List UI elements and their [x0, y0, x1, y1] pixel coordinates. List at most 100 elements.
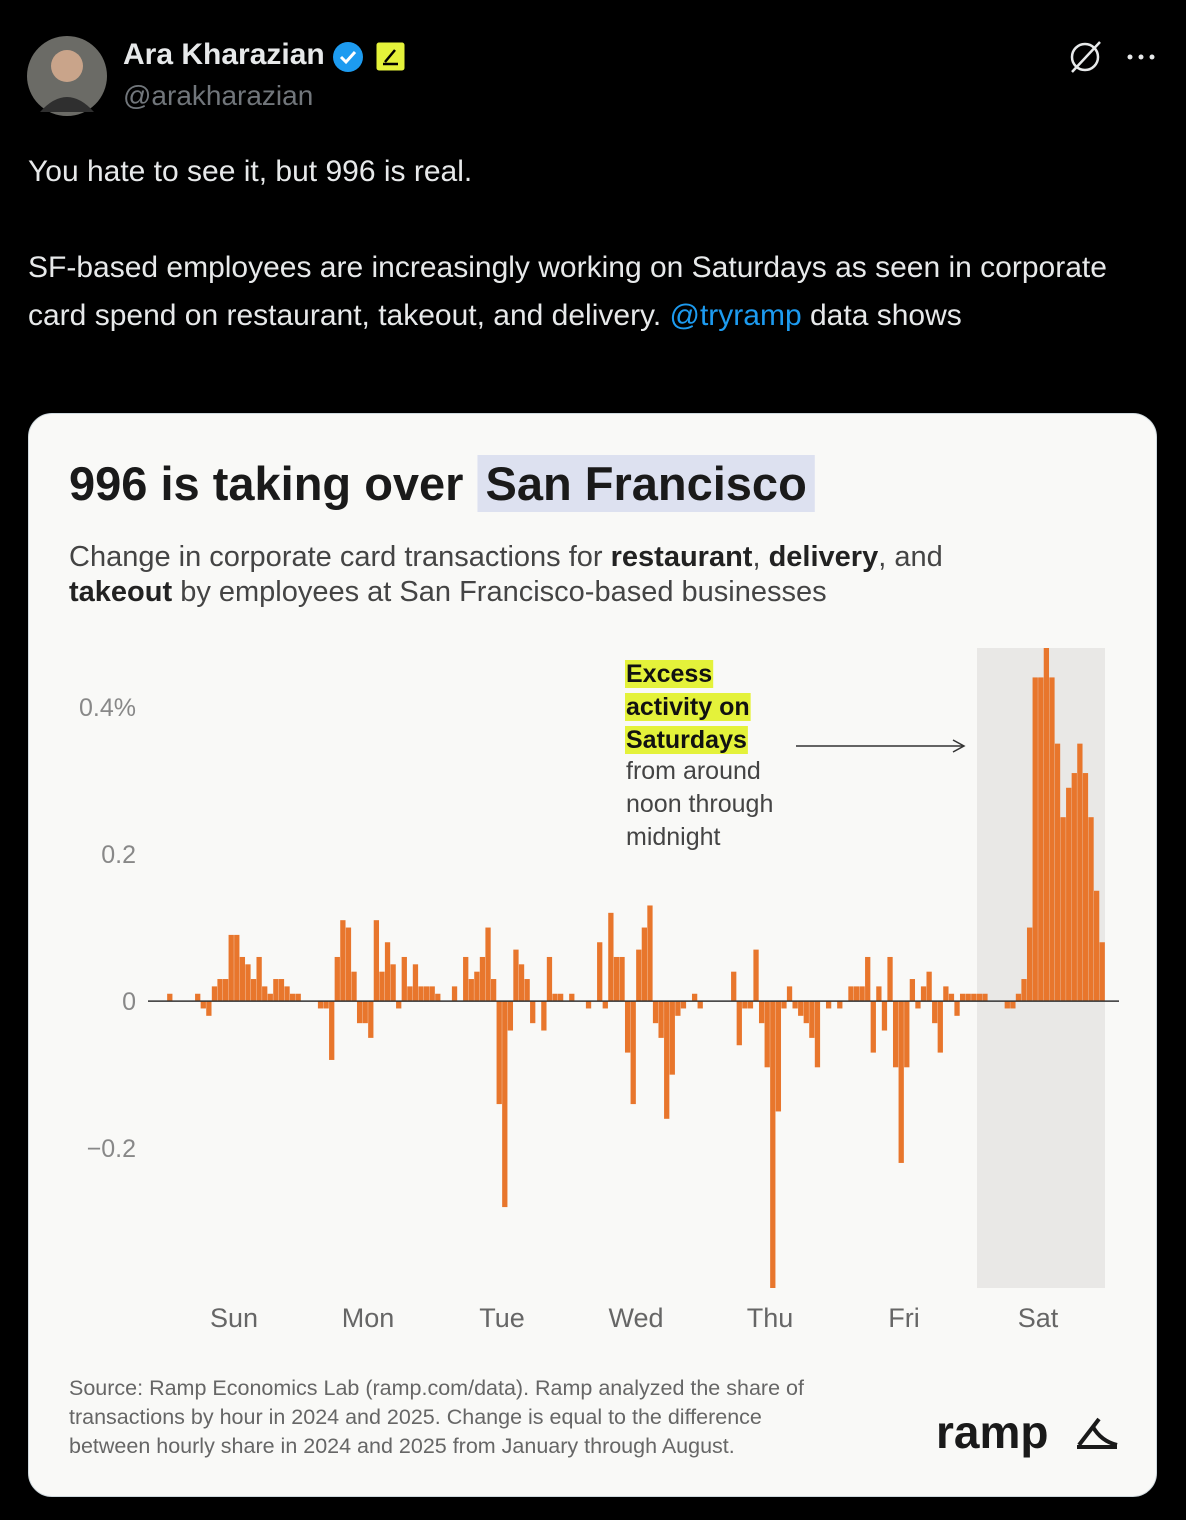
bar	[1015, 993, 1022, 1002]
bar	[206, 1001, 212, 1016]
bar	[652, 1001, 659, 1024]
bar	[937, 1001, 943, 1053]
grok-icon[interactable]	[1070, 41, 1101, 73]
subtitle-part: , and	[878, 541, 943, 573]
bar	[1077, 743, 1083, 1002]
subtitle-part: by employees at San Francisco-based busi…	[172, 576, 826, 608]
tweet-header-graphics	[27, 36, 1155, 116]
bar	[262, 986, 268, 1002]
bar	[552, 993, 558, 1002]
more-menu[interactable]	[1127, 54, 1155, 60]
bar	[345, 927, 352, 1002]
source-note: transactions by hour in 2024 and 2025. C…	[69, 1405, 762, 1429]
bar	[887, 956, 893, 1002]
bar	[954, 1001, 960, 1016]
bar	[546, 956, 553, 1002]
bar	[356, 1001, 363, 1024]
bar	[273, 979, 279, 1002]
bar	[463, 956, 469, 1002]
annotation-text: midnight	[626, 823, 721, 851]
annotation-arrowhead	[952, 739, 966, 753]
bar	[379, 971, 385, 1002]
bar	[613, 956, 620, 1002]
bar	[479, 956, 486, 1002]
author-name[interactable]: Ara Kharazian	[123, 38, 325, 71]
bar	[351, 971, 357, 1002]
bar	[736, 1001, 742, 1046]
bar	[870, 1001, 876, 1053]
bar	[211, 986, 218, 1002]
subtitle-part: Change in corporate card transactions fo…	[69, 541, 611, 573]
bar	[798, 1001, 804, 1016]
bar	[362, 1001, 368, 1024]
bar	[948, 993, 955, 1002]
bar	[507, 1001, 514, 1031]
annotation-text: from around	[626, 757, 761, 785]
x-tick-label: Fri	[888, 1303, 919, 1333]
bar	[340, 920, 346, 1002]
tweet-text: data shows	[810, 299, 962, 332]
annotation-text: noon through	[626, 790, 773, 818]
bar	[429, 986, 435, 1002]
bar	[502, 1001, 508, 1208]
bar	[1043, 648, 1050, 1002]
y-tick-label: 0	[122, 988, 136, 1016]
bar	[664, 1001, 670, 1119]
bar	[1021, 979, 1027, 1002]
bar	[334, 956, 340, 1002]
bar	[971, 993, 977, 1002]
bar	[1082, 773, 1089, 1002]
text-highlight	[625, 660, 714, 688]
bar	[200, 1001, 206, 1009]
bar	[982, 993, 988, 1002]
bar	[222, 979, 229, 1002]
bar	[407, 986, 413, 1002]
bar	[1060, 817, 1066, 1002]
bar	[524, 979, 530, 1002]
bar	[317, 1001, 324, 1009]
bar	[825, 1001, 832, 1009]
bar	[541, 1001, 547, 1031]
author-handle[interactable]: @arakharazian	[123, 80, 314, 111]
bar	[658, 1001, 664, 1038]
chart-title-highlight: San Francisco	[485, 457, 806, 510]
bar	[859, 986, 865, 1002]
bar	[943, 986, 949, 1002]
annotation-highlight: Excess	[626, 660, 712, 688]
bar	[865, 956, 871, 1002]
bar	[892, 1001, 899, 1068]
bar	[758, 1001, 765, 1024]
bar	[675, 1001, 681, 1016]
bar	[1066, 787, 1072, 1002]
media-card[interactable]: 996 is taking over San Francisco Change in…	[28, 413, 1157, 1497]
brand-name: ramp	[936, 1406, 1048, 1458]
bar	[848, 986, 854, 1002]
bar	[585, 1001, 592, 1009]
avatar-body	[40, 97, 94, 112]
bar	[1093, 890, 1100, 1002]
bar	[691, 993, 698, 1002]
bar	[1032, 677, 1038, 1002]
bar	[530, 1001, 536, 1024]
bar	[1010, 1001, 1016, 1009]
bar	[468, 979, 474, 1002]
mention-link[interactable]: @tryramp	[669, 299, 802, 332]
bar	[329, 1001, 335, 1060]
bar	[775, 1001, 782, 1112]
bar	[926, 971, 932, 1002]
bar	[770, 1001, 776, 1288]
bar	[1088, 817, 1094, 1002]
x-tick-label: Tue	[479, 1303, 525, 1333]
bar	[423, 986, 430, 1002]
text-highlight	[477, 455, 815, 512]
bar	[809, 1001, 815, 1038]
bar	[401, 956, 407, 1002]
bar	[390, 964, 396, 1002]
avatar-face	[51, 50, 83, 82]
bar	[396, 1001, 402, 1009]
bar	[1038, 677, 1044, 1002]
bar	[803, 1001, 809, 1024]
bar	[781, 1001, 787, 1009]
bar	[195, 993, 201, 1002]
